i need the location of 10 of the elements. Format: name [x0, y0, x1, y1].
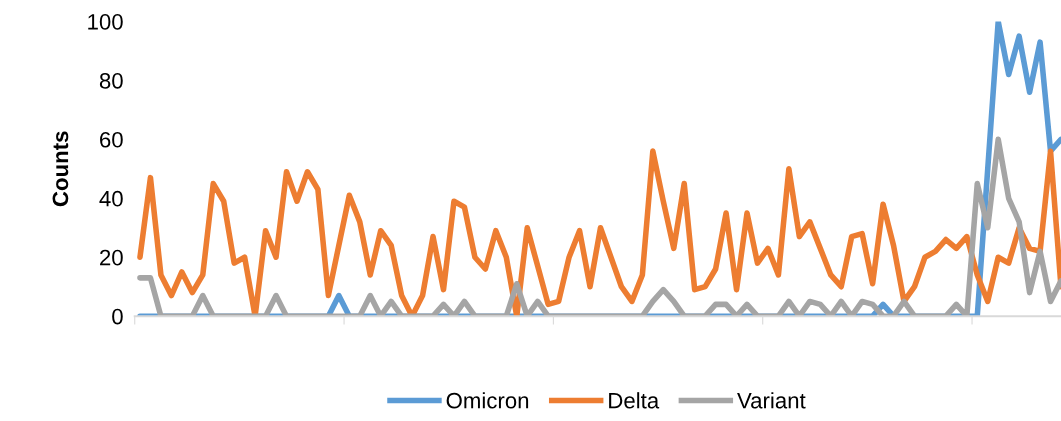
y-tick-label: 40 [99, 190, 123, 207]
legend-label: Delta [609, 392, 660, 409]
y-tick-label: 100 [88, 14, 123, 30]
y-tick-label: 80 [99, 72, 123, 89]
legend-label: Variant [737, 392, 806, 409]
y-tick-label: 0 [112, 308, 123, 325]
legend-label: Omicron [446, 392, 529, 409]
y-tick-label: 20 [100, 249, 123, 266]
y-tick-label: 60 [100, 131, 123, 148]
y-axis-title: Counts [52, 131, 69, 207]
